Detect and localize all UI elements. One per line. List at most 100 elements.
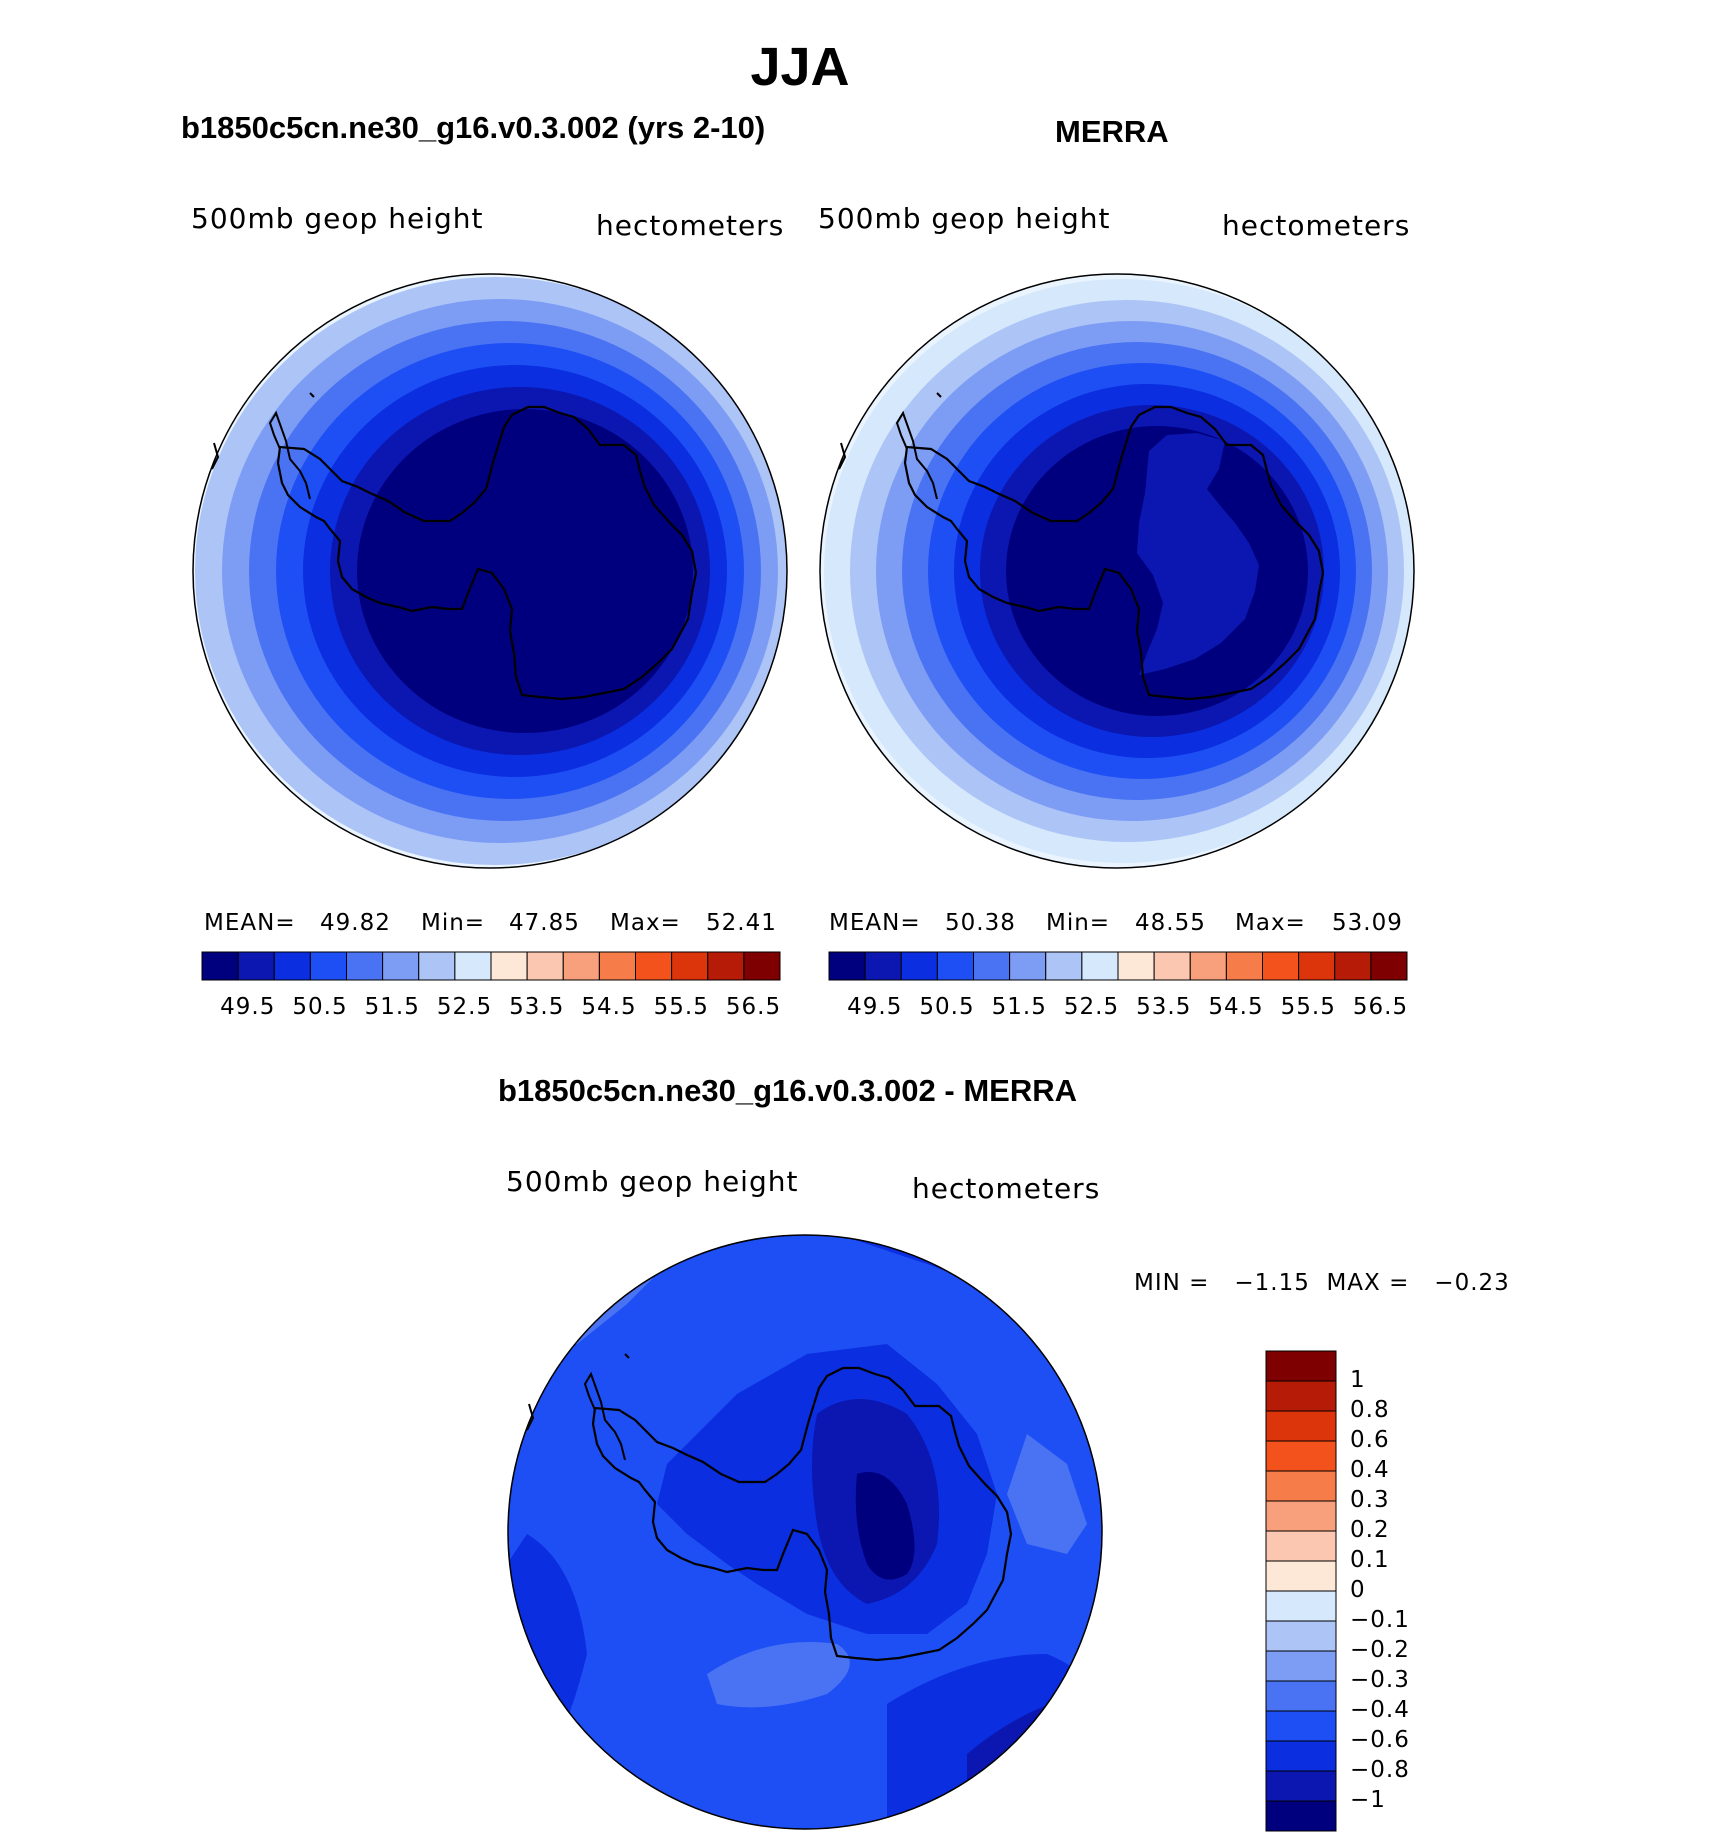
colorbar-tick: 52.5 [436, 994, 493, 1020]
colorbar-tick: 52.5 [1063, 994, 1120, 1020]
colorbar-swatch [237, 951, 275, 981]
colorbar-tick: 0.2 [1350, 1517, 1390, 1543]
colorbar-tick: 0.4 [1350, 1457, 1390, 1483]
colorbar-tick: 0.8 [1350, 1397, 1390, 1423]
colorbar-swatch [273, 951, 311, 981]
model-contour-fill [193, 274, 787, 868]
colorbar-swatch [454, 951, 492, 981]
colorbar-swatch [1265, 1680, 1337, 1712]
colorbar-swatch [418, 951, 456, 981]
diff-units-label: hectometers [912, 1172, 1101, 1205]
colorbar-swatch [1265, 1770, 1337, 1802]
diff-colorbar [1265, 1350, 1337, 1832]
colorbar-swatch [1189, 951, 1227, 981]
colorbar-swatch [900, 951, 938, 981]
colorbar-swatch [1265, 1500, 1337, 1532]
colorbar-tick: −0.8 [1350, 1757, 1410, 1783]
colorbar-tick: −0.6 [1350, 1727, 1410, 1753]
diff-polar-map [507, 1234, 1103, 1830]
obs-max-value: 53.09 [1332, 910, 1403, 936]
model-min-value: 47.85 [509, 910, 580, 936]
colorbar-swatch [1370, 951, 1408, 981]
colorbar-tick: 53.5 [1136, 994, 1192, 1020]
colorbar-swatch [598, 951, 636, 981]
colorbar-swatch [1117, 951, 1155, 981]
obs-mean-label: MEAN= [829, 910, 921, 936]
colorbar-swatch [1265, 1740, 1337, 1772]
model-max-label: Max= [610, 910, 681, 936]
antarctica-coastline [276, 405, 698, 701]
colorbar-swatch [635, 951, 673, 981]
colorbar-swatch [1153, 951, 1191, 981]
colorbar-tick: 0.1 [1350, 1547, 1390, 1573]
diff-panel-title: b1850c5cn.ne30_g16.v0.3.002 - MERRA [498, 1073, 1077, 1108]
model-variable-label: 500mb geop height [191, 202, 484, 235]
colorbar-tick: 53.5 [509, 994, 565, 1020]
colorbar-swatch [1265, 1410, 1337, 1442]
obs-colorbar [828, 951, 1408, 981]
diff-range-label: MIN = −1.15 MAX = −0.23 [1134, 1270, 1510, 1296]
model-mean-value: 49.82 [320, 910, 391, 936]
colorbar-swatch [346, 951, 384, 981]
colorbar-tick: −0.3 [1350, 1667, 1410, 1693]
obs-colorbar-ticks: 49.5 50.5 51.5 52.5 53.5 54.5 55.5 56.5 [829, 994, 1407, 1024]
obs-mean-value: 50.38 [945, 910, 1016, 936]
colorbar-swatch [1009, 951, 1047, 981]
obs-units-label: hectometers [1222, 209, 1411, 242]
diff-colorbar-ticks: 1 0.8 0.6 0.4 0.3 0.2 0.1 0 −0.1 −0.2 −0… [1350, 1351, 1470, 1831]
obs-variable-label: 500mb geop height [818, 202, 1111, 235]
model-panel-title: b1850c5cn.ne30_g16.v0.3.002 (yrs 2-10) [181, 110, 766, 145]
colorbar-tick: 55.5 [1280, 994, 1336, 1020]
colorbar-swatch [671, 951, 709, 981]
colorbar-tick: 50.5 [292, 994, 348, 1020]
colorbar-swatch [1298, 951, 1336, 981]
model-min-label: Min= [421, 910, 486, 936]
colorbar-swatch [828, 951, 866, 981]
colorbar-swatch [1265, 1800, 1337, 1832]
colorbar-swatch [562, 951, 600, 981]
model-colorbar-ticks: 49.5 50.5 51.5 52.5 53.5 54.5 55.5 56.5 [202, 994, 780, 1024]
colorbar-swatch [1265, 1650, 1337, 1682]
colorbar-swatch [864, 951, 902, 981]
antarctica-coastline [591, 1366, 1013, 1662]
colorbar-tick: 55.5 [653, 994, 709, 1020]
colorbar-swatch [1265, 1470, 1337, 1502]
colorbar-tick: 49.5 [220, 994, 276, 1020]
colorbar-swatch [1265, 1380, 1337, 1412]
colorbar-tick: 0.3 [1350, 1487, 1390, 1513]
colorbar-swatch [1334, 951, 1372, 981]
diff-variable-label: 500mb geop height [506, 1165, 799, 1198]
colorbar-swatch [1265, 1560, 1337, 1592]
colorbar-swatch [1265, 1350, 1337, 1382]
model-units-label: hectometers [596, 209, 785, 242]
model-mean-label: MEAN= [204, 910, 296, 936]
colorbar-tick: 1 [1350, 1367, 1366, 1393]
colorbar-tick: 49.5 [847, 994, 903, 1020]
colorbar-swatch [1265, 1710, 1337, 1742]
colorbar-swatch [382, 951, 420, 981]
colorbar-tick: 56.5 [725, 994, 782, 1020]
colorbar-swatch [1265, 1530, 1337, 1562]
colorbar-swatch [973, 951, 1011, 981]
model-max-value: 52.41 [706, 910, 777, 936]
colorbar-swatch [490, 951, 528, 981]
obs-panel-title: MERRA [1055, 114, 1169, 149]
figure-title: JJA [750, 37, 850, 97]
colorbar-swatch [526, 951, 564, 981]
colorbar-tick: 51.5 [364, 994, 420, 1020]
obs-polar-map [819, 273, 1415, 869]
colorbar-swatch [1265, 1620, 1337, 1652]
colorbar-tick: −0.1 [1350, 1607, 1410, 1633]
colorbar-swatch [201, 951, 239, 981]
colorbar-tick: 0.6 [1350, 1427, 1390, 1453]
colorbar-swatch [309, 951, 347, 981]
colorbar-tick: 50.5 [919, 994, 975, 1020]
colorbar-tick: 0 [1350, 1577, 1366, 1603]
model-polar-map [192, 273, 788, 869]
obs-max-label: Max= [1235, 910, 1306, 936]
colorbar-swatch [1225, 951, 1263, 981]
obs-min-label: Min= [1046, 910, 1111, 936]
contour-band [357, 409, 693, 733]
colorbar-swatch [1265, 1590, 1337, 1622]
colorbar-tick: 54.5 [1208, 994, 1264, 1020]
